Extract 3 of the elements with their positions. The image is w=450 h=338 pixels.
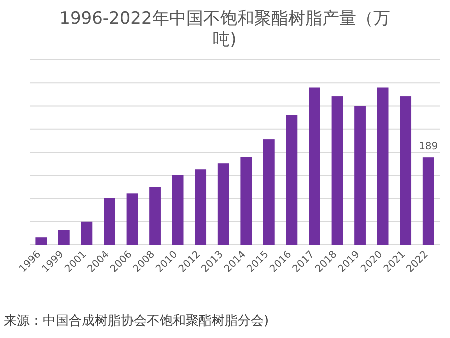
data-label: 189 <box>419 142 438 153</box>
title: 1996-2022年中国不饱和聚酯树脂产量（万吨) <box>60 9 390 50</box>
note: 来源：中国合成树脂协会不饱和聚酯树脂分会) <box>4 314 270 329</box>
